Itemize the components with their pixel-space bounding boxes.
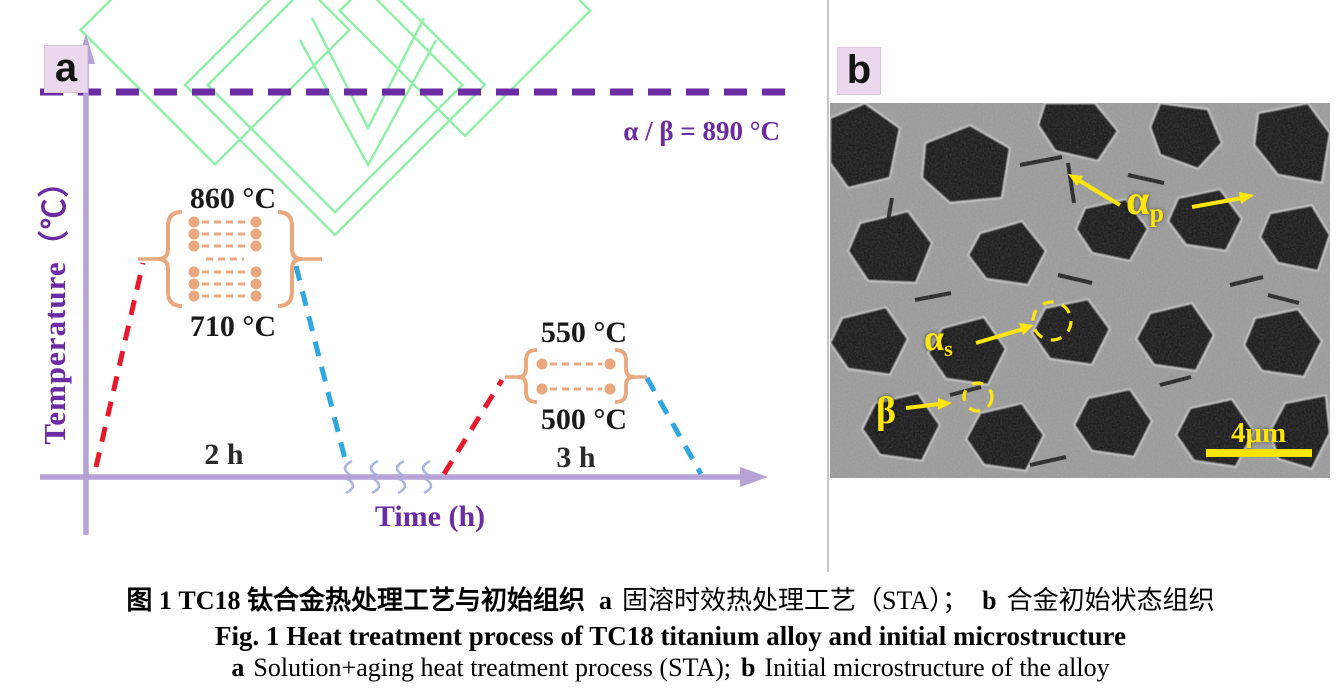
solution-temp-high: 860 °C [189, 182, 277, 215]
alpha-p-base: α [1126, 178, 1150, 224]
caption-zh-text-a: 固溶时效热处理工艺（STA）； [622, 586, 969, 615]
heating-line-aging [441, 378, 505, 476]
sem-noise-texture [830, 103, 1330, 478]
alpha-p-annotation: αp [1126, 180, 1164, 226]
scale-bar [1206, 449, 1312, 457]
panel-a-label: a [44, 45, 88, 93]
aging-temp-low: 500 °C [540, 403, 628, 436]
axis-break-marks [343, 459, 433, 495]
solution-temp-low: 710 °C [189, 310, 277, 343]
alpha-s-annotation: αs [924, 320, 953, 361]
aging-temp-high: 550 °C [540, 316, 628, 349]
cooling-line-solution [293, 265, 350, 468]
caption-zh-title: 图 1 TC18 钛合金热处理工艺与初始组织 [126, 586, 586, 615]
caption-en-marker-a: a [231, 653, 245, 682]
x-axis [40, 467, 768, 487]
caption-zh-marker-b: b [982, 586, 997, 615]
heating-line-solution [93, 262, 146, 468]
panel-b-label: b [837, 47, 881, 95]
caption-en-text-b: Initial microstructure of the alloy [764, 653, 1110, 682]
caption-zh-text-b: 合金初始状态组织 [1006, 586, 1215, 615]
caption-en-marker-b: b [741, 653, 756, 682]
sem-annotation-circles [962, 300, 1073, 413]
alpha-s-base: α [924, 318, 945, 358]
solution-duration: 2 h [204, 438, 244, 471]
caption-line-en-sub: a Solution+aging heat treatment process (… [0, 652, 1341, 684]
figure-caption: 图 1 TC18 钛合金热处理工艺与初始组织 a 固溶时效热处理工艺（STA）； b 合… [0, 584, 1341, 684]
caption-en-text-a: Solution+aging heat treatment process (S… [253, 653, 731, 682]
caption-zh-marker-a: a [599, 586, 613, 615]
alpha-s-sub: s [944, 336, 953, 362]
caption-line-en-title: Fig. 1 Heat treatment process of TC18 ti… [215, 621, 1126, 651]
aging-duration: 3 h [556, 441, 596, 474]
caption-line-zh: 图 1 TC18 钛合金热处理工艺与初始组织 a 固溶时效热处理工艺（STA）； b 合… [0, 584, 1341, 618]
y-axis-title: Temperature（℃） [37, 165, 72, 445]
y-axis [77, 34, 95, 535]
sem-annotation-arrows [905, 174, 1254, 410]
alpha-p-sub: p [1149, 198, 1164, 228]
heat-treatment-schematic [40, 0, 786, 535]
aging-hold-symbol [505, 348, 647, 404]
beta-transus-value: α / β = 890 °C [623, 116, 780, 146]
beta-annotation: β [876, 390, 897, 432]
watermark-pattern [78, 0, 592, 237]
solution-hold-symbol [138, 210, 322, 308]
scale-bar-label: 4μm [1231, 417, 1287, 449]
x-axis-title: Time (h) [374, 500, 486, 533]
sem-micrograph [830, 103, 1330, 478]
cooling-line-aging [644, 376, 704, 476]
panel-divider [827, 0, 829, 572]
